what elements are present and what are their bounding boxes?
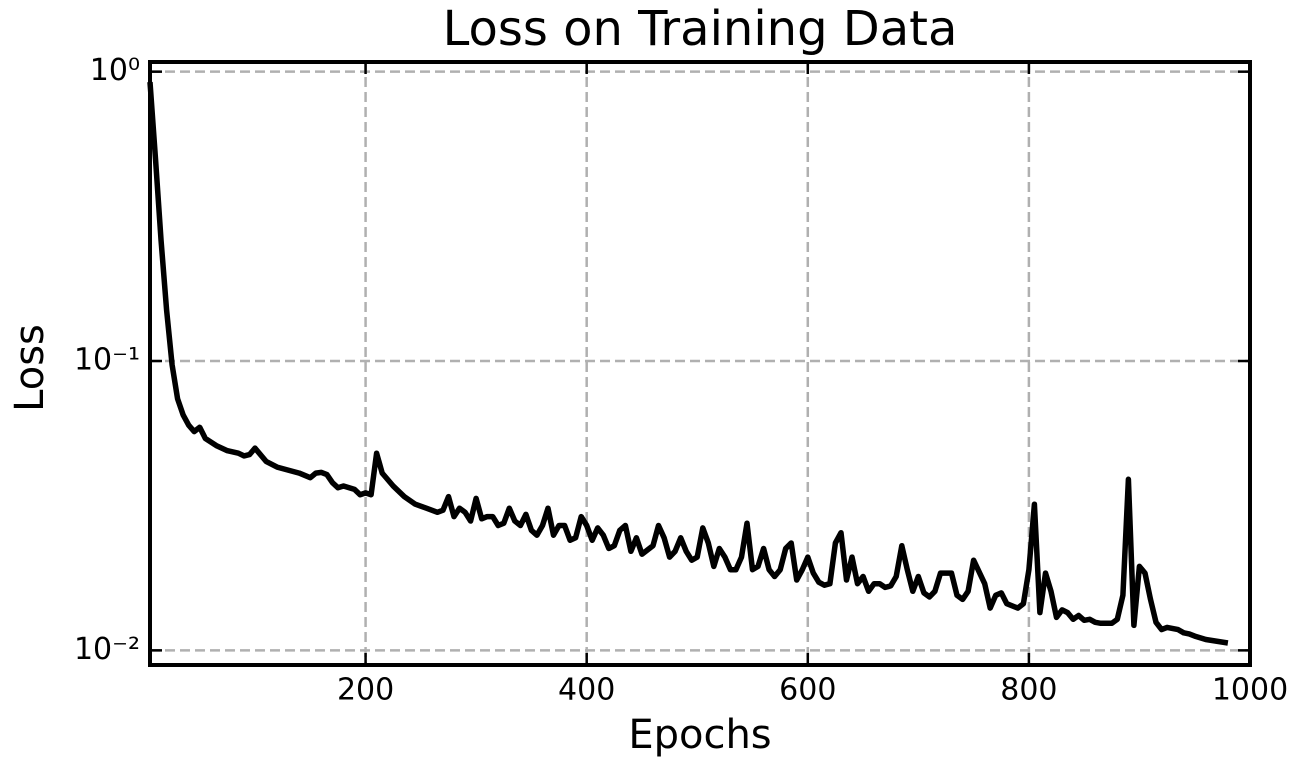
x-tick-label: 1000 bbox=[1212, 673, 1288, 708]
x-tick-label: 800 bbox=[1000, 673, 1057, 708]
x-tick-label: 200 bbox=[337, 673, 394, 708]
x-tick-label: 600 bbox=[779, 673, 836, 708]
y-tick-label: 10⁰ bbox=[90, 53, 140, 88]
loss-line bbox=[147, 81, 1229, 646]
y-tick-label: 10⁻¹ bbox=[74, 343, 140, 378]
x-tick-label: 400 bbox=[558, 673, 615, 708]
y-axis-label: Loss bbox=[7, 324, 53, 412]
chart-title: Loss on Training Data bbox=[443, 1, 958, 57]
plot-frame bbox=[148, 60, 1252, 667]
y-tick-label: 10⁻² bbox=[74, 632, 140, 667]
x-axis-label: Epochs bbox=[628, 712, 771, 758]
